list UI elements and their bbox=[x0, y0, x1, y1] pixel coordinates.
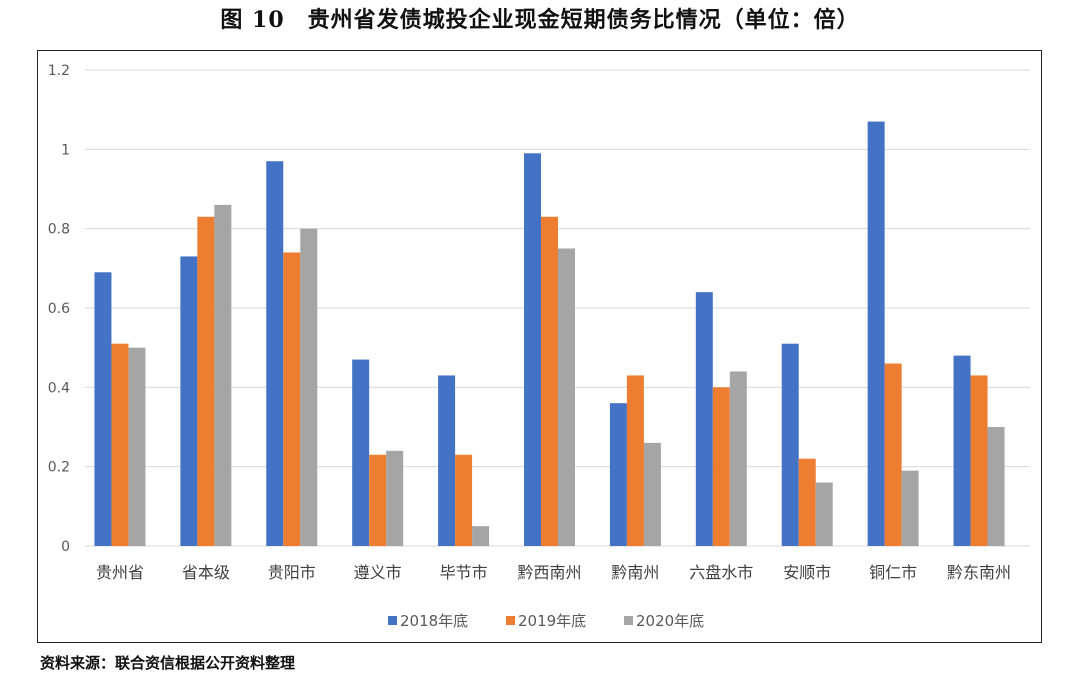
bar-2019年底-六盘水市 bbox=[712, 387, 730, 546]
y-tick-label: 0 bbox=[61, 539, 70, 555]
y-tick-label: 1 bbox=[61, 142, 70, 158]
bar-2018年底-毕节市 bbox=[438, 375, 456, 546]
x-tick-label: 毕节市 bbox=[440, 563, 488, 582]
x-tick-label: 六盘水市 bbox=[689, 563, 753, 582]
legend-label: 2019年底 bbox=[518, 612, 586, 630]
x-tick-label: 遵义市 bbox=[354, 563, 402, 582]
chart-frame bbox=[37, 50, 1042, 643]
x-tick-label: 黔西南州 bbox=[517, 563, 581, 582]
bar-2018年底-六盘水市 bbox=[695, 292, 713, 546]
x-tick-label: 铜仁市 bbox=[869, 563, 917, 582]
bar-2020年底-贵阳市 bbox=[300, 228, 318, 546]
bar-2019年底-省本级 bbox=[197, 216, 215, 546]
source-note: 资料来源：联合资信根据公开资料整理 bbox=[40, 654, 296, 672]
bar-2018年底-黔东南州 bbox=[953, 355, 971, 546]
y-tick-label: 0.8 bbox=[48, 222, 70, 238]
y-tick-label: 1.2 bbox=[48, 63, 70, 79]
x-tick-label: 安顺市 bbox=[783, 563, 831, 582]
legend-label: 2018年底 bbox=[400, 612, 468, 630]
bar-2019年底-铜仁市 bbox=[884, 363, 902, 546]
x-tick-label: 省本级 bbox=[182, 563, 230, 582]
bar-2020年底-黔西南州 bbox=[558, 248, 575, 546]
bar-2020年底-六盘水市 bbox=[729, 371, 747, 546]
bar-2019年底-毕节市 bbox=[455, 454, 473, 546]
bar-2019年底-遵义市 bbox=[369, 454, 387, 546]
x-tick-label: 黔东南州 bbox=[947, 563, 1011, 582]
bar-2020年底-铜仁市 bbox=[901, 470, 919, 546]
x-tick-label: 贵阳市 bbox=[268, 563, 316, 582]
chart-title: 图 10 贵州省发债城投企业现金短期债务比情况（单位：倍） bbox=[220, 7, 860, 33]
bar-2019年底-黔西南州 bbox=[541, 216, 558, 546]
y-tick-label: 0.6 bbox=[48, 301, 70, 317]
bar-2018年底-铜仁市 bbox=[867, 121, 885, 547]
bar-2020年底-安顺市 bbox=[815, 482, 833, 546]
legend-swatch bbox=[506, 616, 515, 625]
x-tick-label: 贵州省 bbox=[96, 563, 144, 582]
bar-2019年底-黔东南州 bbox=[970, 375, 988, 546]
legend-swatch bbox=[624, 616, 633, 625]
bar-2018年底-省本级 bbox=[180, 256, 198, 546]
bar-2019年底-贵阳市 bbox=[283, 252, 301, 546]
bar-2020年底-毕节市 bbox=[472, 526, 490, 546]
bar-2020年底-遵义市 bbox=[386, 450, 404, 546]
bar-2020年底-省本级 bbox=[214, 204, 232, 546]
bar-2018年底-贵州省 bbox=[94, 272, 112, 546]
bar-2018年底-遵义市 bbox=[352, 359, 370, 546]
bar-2018年底-安顺市 bbox=[781, 343, 799, 546]
bar-2018年底-黔南州 bbox=[609, 403, 627, 546]
bar-2018年底-贵阳市 bbox=[266, 161, 284, 546]
y-tick-label: 0.4 bbox=[48, 380, 70, 396]
y-tick-label: 0.2 bbox=[48, 460, 70, 476]
legend-swatch bbox=[388, 616, 397, 625]
bar-2018年底-黔西南州 bbox=[524, 153, 541, 547]
bar-2019年底-黔南州 bbox=[626, 375, 644, 546]
bar-2019年底-贵州省 bbox=[111, 343, 129, 546]
bar-2020年底-黔南州 bbox=[643, 442, 661, 546]
x-tick-label: 黔南州 bbox=[611, 563, 659, 582]
bar-2020年底-黔东南州 bbox=[987, 427, 1005, 546]
bar-2019年底-安顺市 bbox=[798, 458, 816, 546]
legend-label: 2020年底 bbox=[636, 612, 704, 630]
bar-2020年底-贵州省 bbox=[128, 347, 146, 546]
